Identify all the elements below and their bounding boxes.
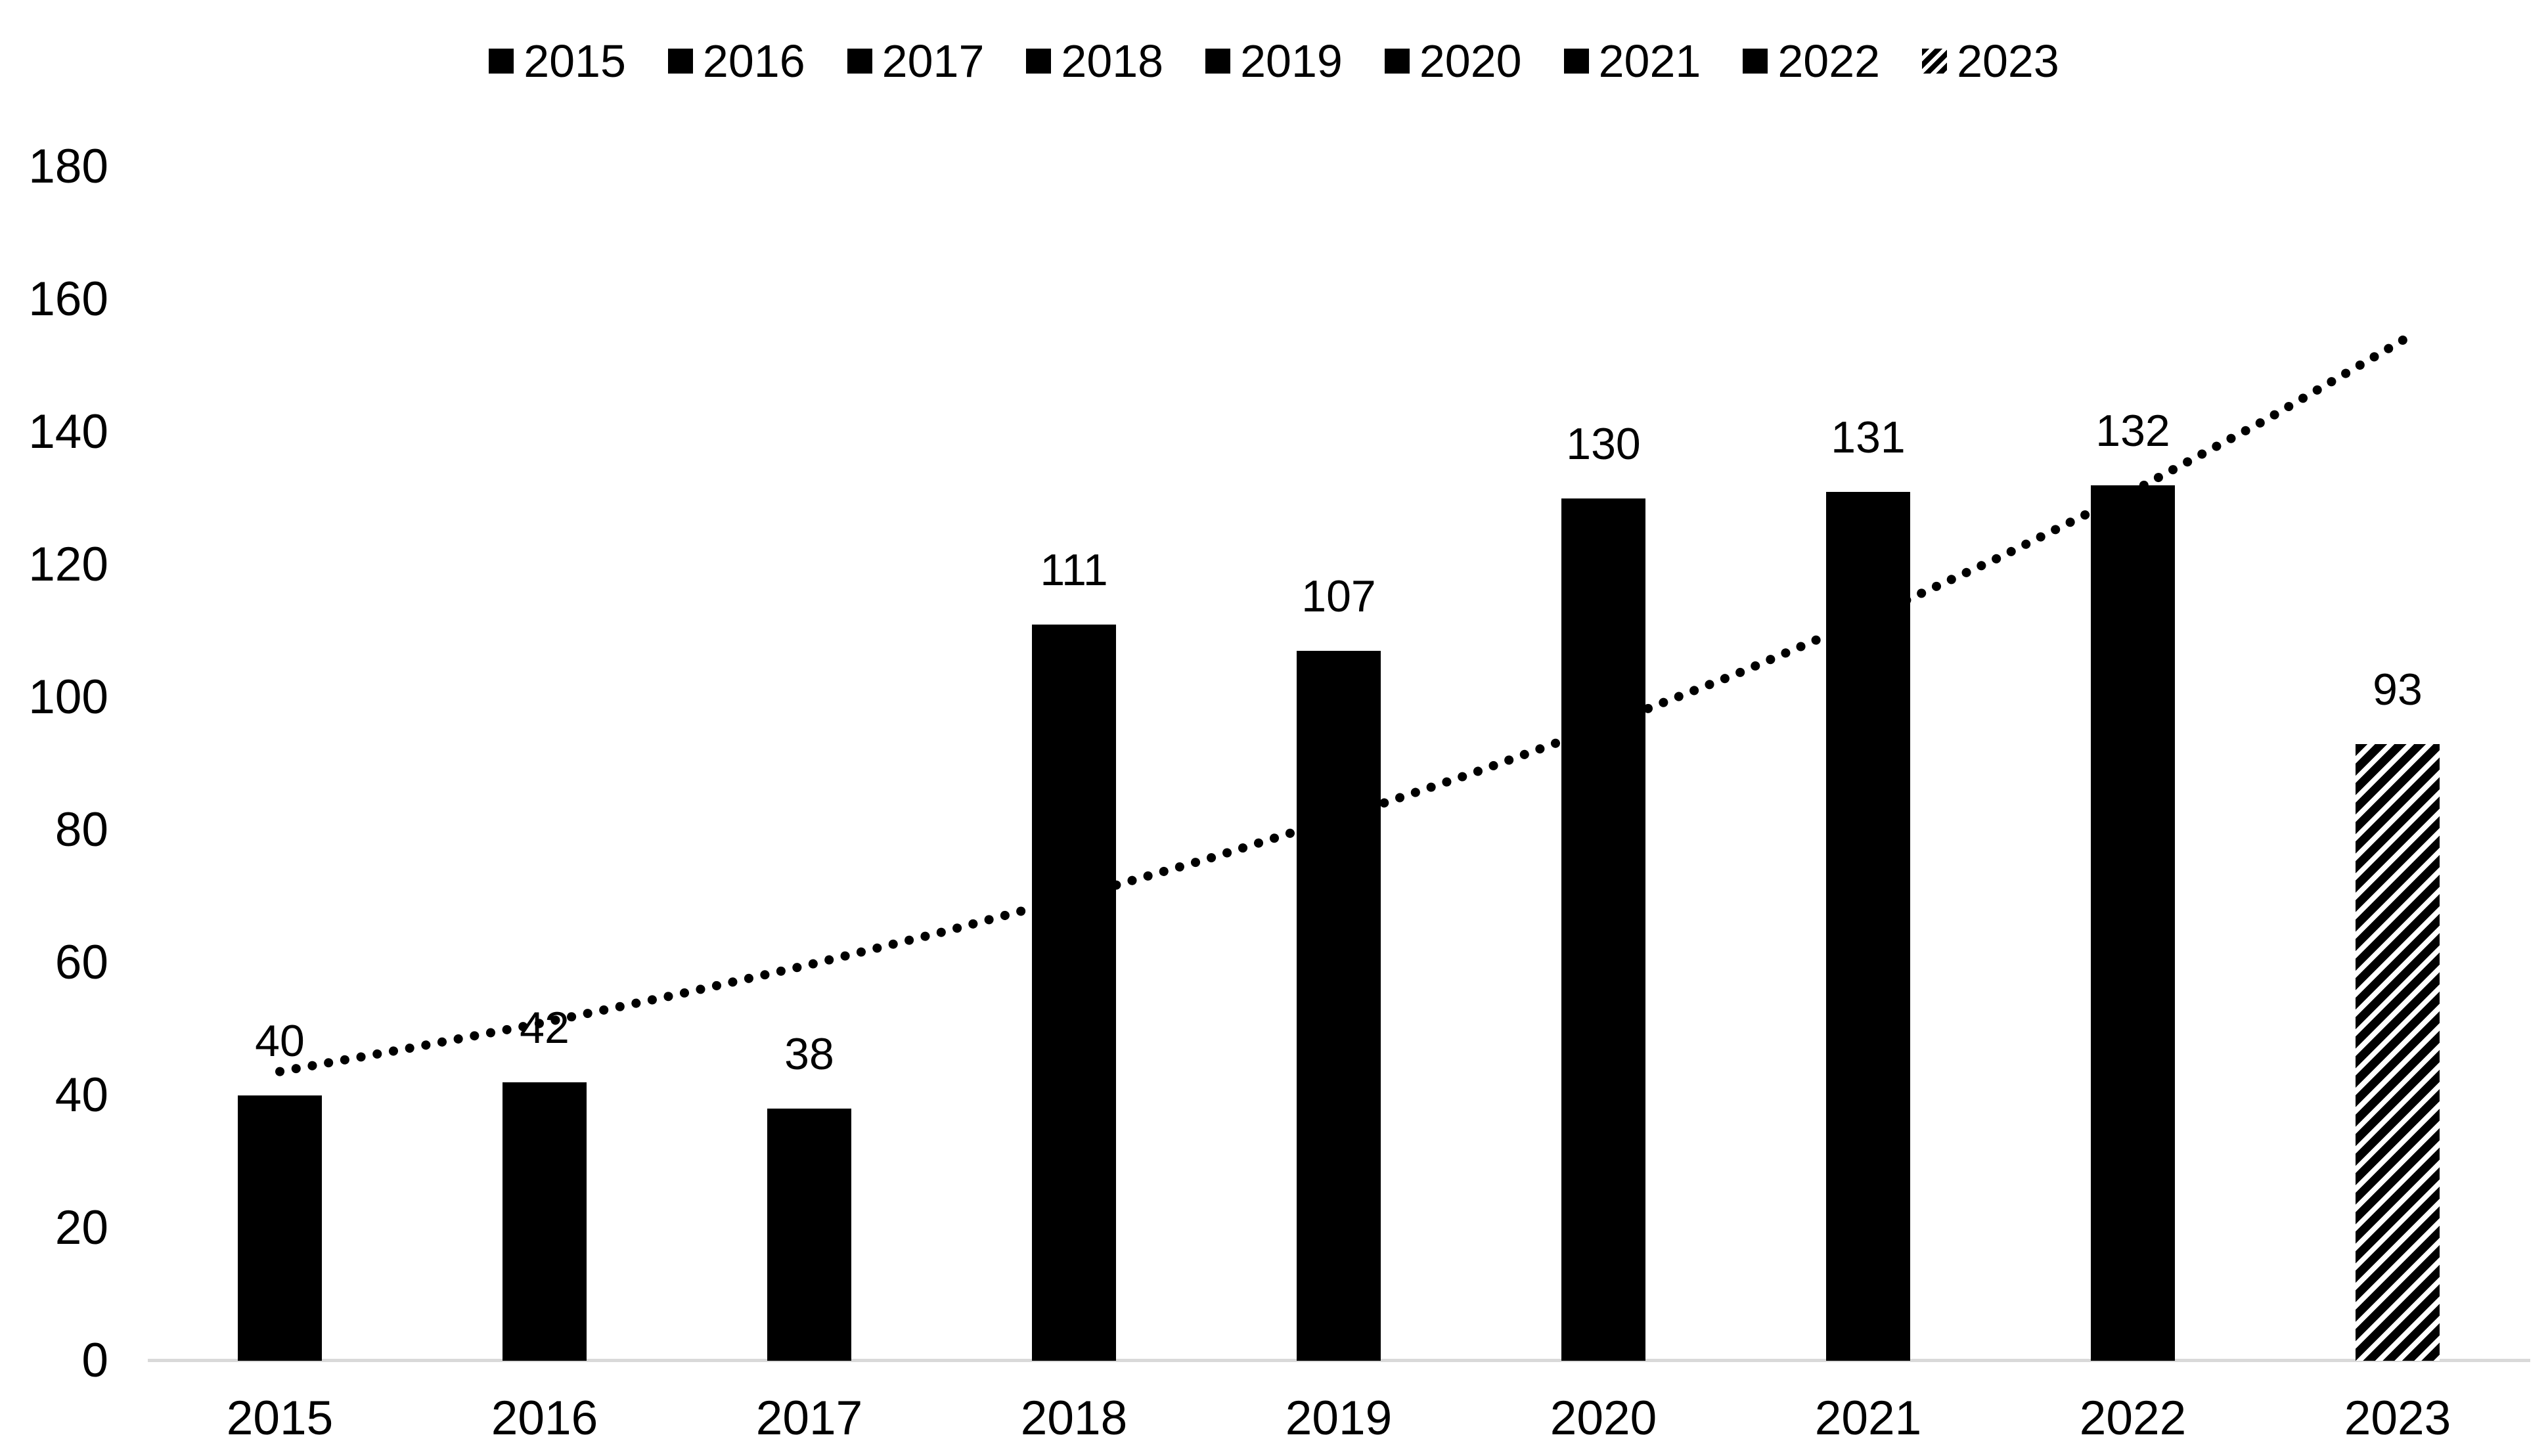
data-label-2015: 40 (255, 1016, 305, 1066)
legend-item-2023: 2023 (1922, 35, 2059, 87)
legend-label: 2015 (524, 35, 626, 87)
legend-item-2019: 2019 (1205, 35, 1343, 87)
x-tick-label-2015: 2015 (226, 1392, 334, 1445)
bar-2019 (1297, 651, 1381, 1361)
x-tick-label-2018: 2018 (1020, 1392, 1128, 1445)
legend-marker-solid-icon (1743, 49, 1768, 74)
legend-marker-solid-icon (489, 49, 514, 74)
legend-marker-hatched-icon (1922, 49, 1948, 74)
legend-marker-solid-icon (847, 49, 872, 74)
y-tick-label: 120 (28, 538, 108, 591)
x-tick-label-2023: 2023 (2344, 1392, 2451, 1445)
x-tick-label-2017: 2017 (755, 1392, 863, 1445)
legend-item-2018: 2018 (1026, 35, 1163, 87)
y-tick-label: 20 (55, 1201, 108, 1254)
bar-2021 (1826, 491, 1910, 1361)
x-tick-label-2022: 2022 (2079, 1392, 2187, 1445)
bar-2016 (503, 1082, 587, 1361)
y-tick-label: 0 (81, 1334, 108, 1387)
legend-label: 2017 (882, 35, 985, 87)
legend-marker-solid-icon (667, 49, 693, 74)
legend-item-2016: 2016 (667, 35, 805, 87)
bar-2022 (2091, 485, 2175, 1361)
legend-label: 2020 (1419, 35, 1522, 87)
data-label-2019: 107 (1301, 571, 1376, 622)
legend-label: 2022 (1777, 35, 1881, 87)
x-tick-label-2016: 2016 (491, 1392, 598, 1445)
y-tick-label: 100 (28, 671, 108, 724)
bar-2017 (767, 1109, 851, 1361)
legend-marker-solid-icon (1384, 49, 1410, 74)
data-label-2023: 93 (2373, 664, 2423, 715)
x-tick-label-2021: 2021 (1814, 1392, 1922, 1445)
bar-2015 (238, 1095, 322, 1361)
x-tick-label-2019: 2019 (1285, 1392, 1393, 1445)
data-label-2020: 130 (1566, 419, 1641, 469)
legend-marker-solid-icon (1563, 49, 1589, 74)
data-label-2016: 42 (520, 1002, 570, 1053)
legend-item-2022: 2022 (1743, 35, 1880, 87)
y-tick-label: 140 (28, 405, 108, 458)
legend-item-2017: 2017 (847, 35, 985, 87)
y-tick-label: 40 (55, 1069, 108, 1122)
chart-legend: 2015 2016 2017 2018 2019 2020 2021 2022 2023 (0, 32, 2548, 91)
legend-label: 2019 (1240, 35, 1343, 87)
y-tick-label: 180 (28, 140, 108, 193)
data-label-2021: 131 (1831, 412, 1906, 462)
y-tick-label: 80 (55, 803, 108, 856)
legend-label: 2016 (702, 35, 805, 87)
legend-label: 2021 (1598, 35, 1701, 87)
legend-label: 2018 (1061, 35, 1164, 87)
y-tick-label: 60 (55, 936, 108, 989)
data-label-2018: 111 (1040, 544, 1108, 595)
legend-item-2015: 2015 (489, 35, 626, 87)
legend-marker-solid-icon (1026, 49, 1052, 74)
x-tick-label-2020: 2020 (1550, 1392, 1657, 1445)
legend-marker-solid-icon (1205, 49, 1231, 74)
bar-2018 (1032, 624, 1116, 1361)
bar-2020 (1561, 498, 1645, 1361)
legend-label: 2023 (1957, 35, 2059, 87)
data-label-2017: 38 (784, 1029, 834, 1080)
legend-item-2020: 2020 (1384, 35, 1522, 87)
bar-2023 (2356, 743, 2440, 1361)
legend-item-2021: 2021 (1563, 35, 1701, 87)
data-label-2022: 132 (2095, 405, 2170, 456)
y-tick-label: 160 (28, 273, 108, 326)
